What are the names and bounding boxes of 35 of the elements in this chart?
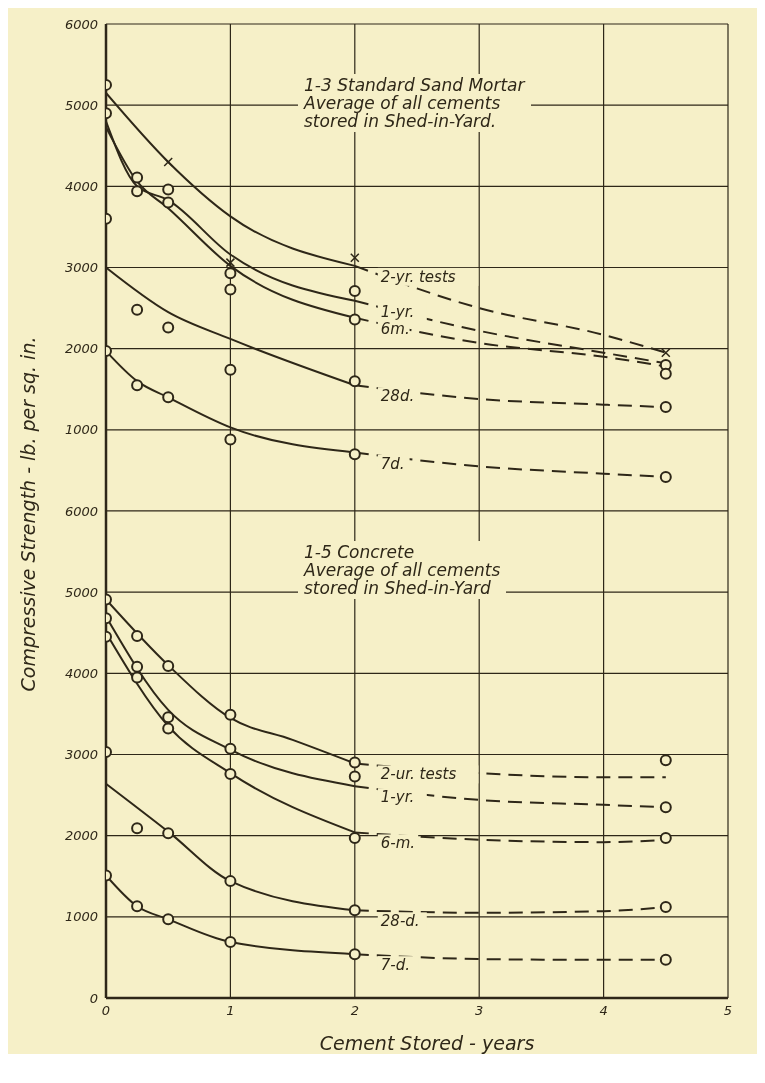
x-tick-label: 1 [226, 1003, 235, 1019]
x-tick-label: 3 [475, 1003, 484, 1019]
series-label: 28d. [380, 387, 415, 406]
series-label: 7d. [380, 454, 405, 473]
series-label: 7-d. [380, 956, 411, 975]
y-tick-label: 3000 [64, 747, 98, 763]
y-axis-title: Compressive Strength - lb. per sq. in. [17, 336, 39, 692]
x-tick-label: 2 [350, 1003, 359, 1019]
annotation: 1-3 Standard Sand Mortar [304, 75, 525, 95]
y-tick-label: 3000 [64, 260, 98, 276]
y-tick-label: 5000 [64, 97, 98, 113]
y-tick-label: 0 [89, 990, 98, 1006]
y-tick-label: 6000 [64, 503, 98, 519]
x-tick-label: 0 [101, 1003, 111, 1019]
y-tick-label: 4000 [64, 178, 98, 194]
y-tick-label: 4000 [64, 665, 98, 681]
x-tick-label: 5 [723, 1003, 733, 1019]
y-tick-label: 1000 [64, 422, 98, 438]
x-tick-label: 4 [599, 1003, 608, 1019]
series-label: 28-d. [380, 912, 420, 931]
series-label: 2-yr. tests [380, 267, 456, 286]
series-label: 6m. [380, 319, 410, 338]
series-label: 2-ur. tests [380, 765, 457, 784]
series-label: 1-yr. [380, 302, 415, 321]
annotation: Average of all cements [304, 560, 501, 580]
series-label: 6-m. [380, 834, 416, 853]
x-axis-title: Cement Stored - years [318, 1032, 536, 1054]
annotation: 1-5 Concrete [304, 542, 416, 562]
y-tick-label: 5000 [64, 584, 98, 600]
y-tick-label: 2000 [64, 341, 98, 357]
y-tick-label: 6000 [64, 16, 98, 32]
annotation: Average of all cements [304, 93, 502, 113]
series-label: 1-yr. [380, 788, 415, 807]
y-tick-label: 1000 [64, 909, 98, 925]
y-tick-label: 2000 [64, 828, 98, 844]
